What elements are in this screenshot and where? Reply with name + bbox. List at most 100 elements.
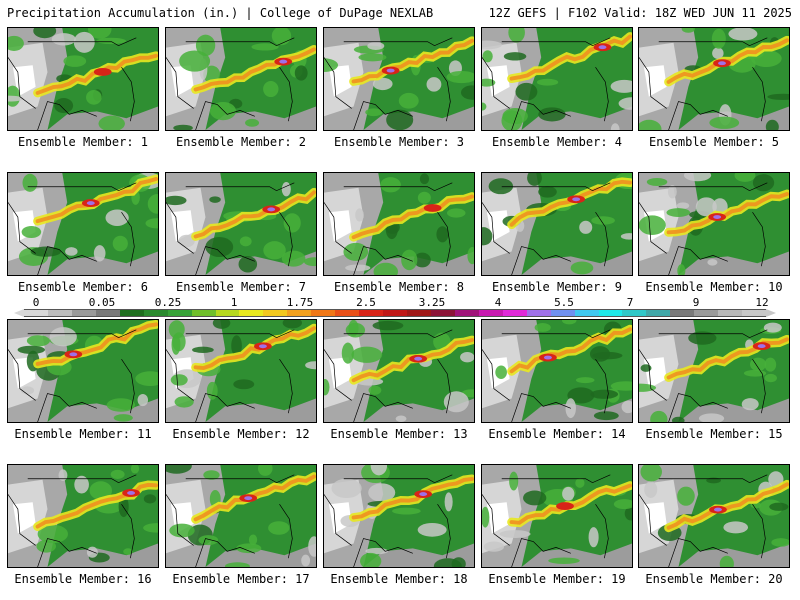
ensemble-member-label: Ensemble Member: 11	[14, 427, 152, 441]
colorbar-min-arrow	[14, 309, 24, 317]
precip-map	[8, 465, 158, 567]
colorbar-swatch	[574, 310, 599, 316]
ensemble-member-label: Ensemble Member: 18	[330, 572, 468, 586]
ensemble-map	[7, 27, 159, 131]
precip-map	[482, 28, 632, 130]
precip-map	[639, 465, 789, 567]
precip-map	[166, 28, 316, 130]
colorbar-tick-label: 0	[32, 296, 40, 309]
ensemble-map	[7, 319, 159, 423]
model-run-info: 12Z GEFS | F102 Valid: 18Z WED JUN 11 20…	[488, 6, 792, 20]
ensemble-member-label: Ensemble Member: 17	[172, 572, 310, 586]
precipitation-colorbar: 0 0.05 0.25 1 1.75 2.5 3.25 4 5.5 7 9 12	[10, 296, 790, 320]
ensemble-member-label: Ensemble Member: 6	[17, 280, 149, 294]
colorbar-swatch	[478, 310, 503, 316]
precip-map	[482, 320, 632, 422]
colorbar-swatch	[287, 310, 312, 316]
colorbar-swatch	[71, 310, 96, 316]
precip-map	[8, 320, 158, 422]
ensemble-member-label: Ensemble Member: 4	[491, 135, 623, 149]
ensemble-map	[165, 319, 317, 423]
colorbar-tick-label: 3.25	[418, 296, 446, 309]
ensemble-member-label: Ensemble Member: 19	[488, 572, 626, 586]
colorbar-swatch	[47, 310, 72, 316]
ensemble-member-label: Ensemble Member: 5	[648, 135, 780, 149]
colorbar-swatch	[646, 310, 671, 316]
precip-map	[324, 465, 474, 567]
colorbar-tick-label: 12	[755, 296, 769, 309]
colorbar-swatch	[718, 310, 743, 316]
ensemble-map	[481, 464, 633, 568]
colorbar-swatch	[502, 310, 527, 316]
precip-map	[166, 173, 316, 275]
colorbar-tick-label: 1.75	[286, 296, 314, 309]
ensemble-map	[323, 172, 475, 276]
colorbar-tick-label: 0.05	[88, 296, 116, 309]
colorbar-tick-label: 5.5	[554, 296, 574, 309]
precip-map	[324, 173, 474, 275]
precip-map	[482, 173, 632, 275]
precip-map	[639, 28, 789, 130]
ensemble-map	[7, 464, 159, 568]
colorbar-tick-label: 2.5	[356, 296, 376, 309]
colorbar-swatch	[622, 310, 647, 316]
colorbar-swatch	[407, 310, 431, 316]
ensemble-member-label: Ensemble Member: 1	[17, 135, 149, 149]
colorbar-swatch	[191, 310, 216, 316]
colorbar-swatch	[742, 310, 767, 316]
precip-map	[482, 465, 632, 567]
colorbar-swatch	[95, 310, 120, 316]
ensemble-map	[481, 172, 633, 276]
ensemble-member-label: Ensemble Member: 2	[175, 135, 307, 149]
colorbar-tick-label: 7	[626, 296, 634, 309]
precip-map	[639, 320, 789, 422]
ensemble-map	[323, 27, 475, 131]
colorbar-swatch	[335, 310, 360, 316]
ensemble-map	[165, 172, 317, 276]
colorbar-swatch	[239, 310, 264, 316]
colorbar-swatch	[550, 310, 575, 316]
colorbar-scale	[24, 309, 767, 317]
precip-map	[8, 173, 158, 275]
ensemble-member-label: Ensemble Member: 15	[645, 427, 783, 441]
colorbar-swatch	[263, 310, 288, 316]
ensemble-member-label: Ensemble Member: 3	[333, 135, 465, 149]
ensemble-map	[481, 319, 633, 423]
precip-map	[639, 173, 789, 275]
ensemble-member-label: Ensemble Member: 8	[333, 280, 465, 294]
colorbar-swatch	[694, 310, 719, 316]
ensemble-member-label: Ensemble Member: 20	[645, 572, 783, 586]
colorbar-swatch	[598, 310, 623, 316]
ensemble-map	[323, 319, 475, 423]
colorbar-swatch	[119, 310, 144, 316]
ensemble-map	[638, 319, 790, 423]
colorbar-tick-label: 1	[230, 296, 238, 309]
precip-map	[166, 465, 316, 567]
colorbar-swatch	[430, 310, 455, 316]
ensemble-map	[638, 27, 790, 131]
ensemble-member-label: Ensemble Member: 10	[645, 280, 783, 294]
chart-title: Precipitation Accumulation (in.) | Colle…	[7, 6, 434, 20]
ensemble-member-label: Ensemble Member: 9	[491, 280, 623, 294]
precip-map	[324, 320, 474, 422]
colorbar-tick-label: 0.25	[154, 296, 182, 309]
colorbar-swatch	[383, 310, 407, 316]
precip-map	[166, 320, 316, 422]
precip-map	[8, 28, 158, 130]
ensemble-map	[323, 464, 475, 568]
ensemble-map	[638, 172, 790, 276]
colorbar-swatch	[454, 310, 479, 316]
colorbar-swatch	[215, 310, 240, 316]
colorbar-swatch	[359, 310, 384, 316]
ensemble-member-label: Ensemble Member: 13	[330, 427, 468, 441]
colorbar-max-arrow	[766, 309, 776, 317]
ensemble-map	[7, 172, 159, 276]
ensemble-map	[165, 464, 317, 568]
colorbar-swatch	[143, 310, 168, 316]
ensemble-map	[165, 27, 317, 131]
ensemble-member-label: Ensemble Member: 7	[175, 280, 307, 294]
colorbar-swatch	[311, 310, 336, 316]
ensemble-member-label: Ensemble Member: 12	[172, 427, 310, 441]
colorbar-swatch	[24, 310, 48, 316]
ensemble-map	[638, 464, 790, 568]
